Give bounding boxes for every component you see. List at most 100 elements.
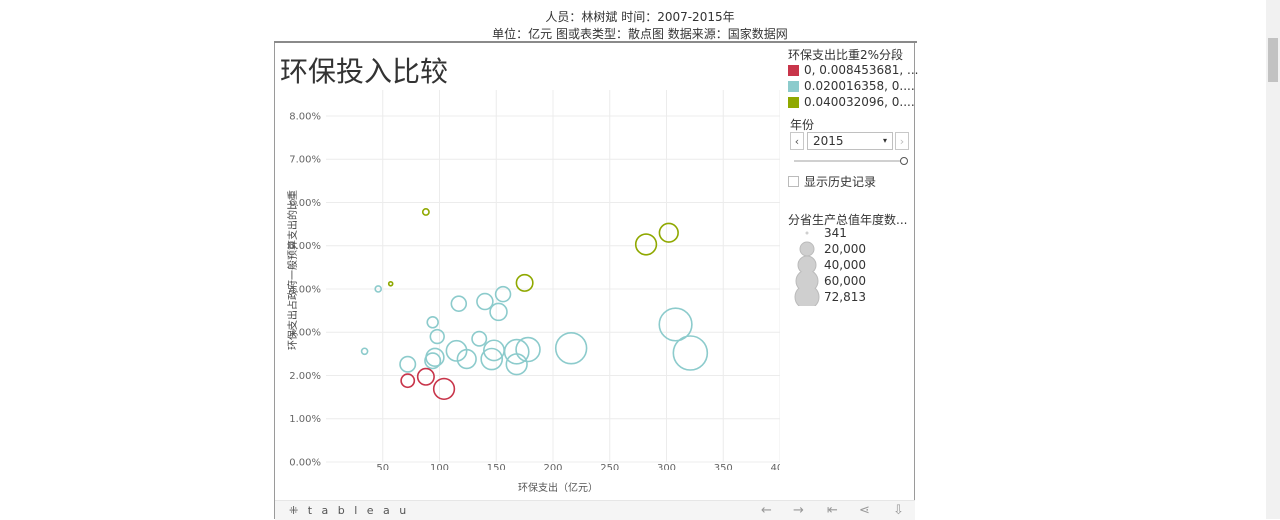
show-history-checkbox[interactable] (788, 176, 799, 187)
scatter-point[interactable] (445, 339, 468, 362)
scatter-point[interactable] (424, 352, 442, 370)
x-axis-label: 环保支出（亿元） (518, 483, 598, 494)
scatter-point[interactable] (416, 367, 435, 386)
scatter-point[interactable] (476, 292, 494, 311)
y-tick-label: 0.00% (289, 458, 321, 469)
x-tick-label: 300 (657, 463, 676, 470)
show-history-toggle[interactable]: 显示历史记录 (788, 173, 876, 190)
scatter-point[interactable] (494, 285, 512, 303)
chart-gridlines (326, 90, 780, 463)
report-meta-line-1: 人员：林树斌 时间：2007-2015年 (545, 10, 735, 24)
size-legend-item: 341 (790, 226, 847, 240)
year-slider[interactable] (794, 157, 908, 165)
size-legend-title: 分省生产总值年度数... (788, 213, 908, 227)
y-tick-label: 8.00% (289, 111, 321, 122)
scatter-point[interactable] (450, 295, 468, 312)
x-tick-label: 150 (487, 463, 506, 470)
scatter-chart[interactable]: 0.00% 1.00% 2.00% 3.00% 4.00% 5.00% 6.00% 7.00%… (280, 90, 780, 470)
size-legend-item: 60,000 (790, 272, 866, 290)
x-tick-label: 200 (543, 463, 562, 470)
y-tick-labels: 0.00% 1.00% 2.00% 3.00% 4.00% 5.00% 6.00% 7.00%… (289, 111, 321, 468)
x-tick-labels: 50 100 150 200 250 300 350 400 (376, 463, 780, 470)
page-scrollbar[interactable] (1266, 0, 1280, 519)
year-next-button[interactable]: › (895, 132, 909, 150)
size-legend-label: 60,000 (824, 274, 866, 288)
tableau-toolbar: ⁜ t a b l e a u ← → ⇤ ⋖ ⇩ (275, 500, 915, 520)
x-tick-label: 400 (770, 463, 780, 470)
share-icon[interactable]: ⋖ (859, 503, 870, 518)
legend-swatch-high (788, 96, 799, 108)
dashboard-top-border (274, 41, 917, 43)
scatter-point[interactable] (480, 347, 504, 371)
legend-label-high: 0.040032096, 0.... (804, 95, 915, 109)
report-meta-line-2: 单位：亿元 图或表类型：散点图 数据来源：国家数据网 (492, 27, 788, 41)
scatter-point[interactable] (387, 280, 394, 287)
scatter-point[interactable] (658, 307, 693, 342)
legend-item-low[interactable]: 0, 0.008453681, ... (788, 63, 919, 77)
scatter-point[interactable] (456, 348, 477, 370)
download-icon[interactable]: ⇩ (893, 503, 904, 518)
scatter-point[interactable] (634, 233, 658, 256)
x-tick-label: 350 (714, 463, 733, 470)
year-prev-button[interactable]: ‹ (790, 132, 804, 150)
color-legend-title: 环保支出比重2%分段 (788, 48, 904, 62)
y-tick-label: 4.00% (289, 284, 321, 295)
scatter-point[interactable] (400, 373, 416, 389)
scatter-point[interactable] (515, 336, 541, 363)
size-legend-circle (799, 241, 815, 257)
redo-icon[interactable]: → (793, 503, 804, 518)
size-legend-label: 40,000 (824, 258, 866, 272)
year-slider-handle[interactable] (900, 157, 908, 165)
legend-swatch-mid (788, 80, 799, 92)
dashboard-title: 环保投入比较 (280, 55, 449, 88)
year-select[interactable]: 2015 ▾ (807, 132, 893, 150)
scatter-point[interactable] (432, 377, 456, 401)
scrollbar-thumb[interactable] (1268, 38, 1278, 82)
y-tick-label: 2.00% (289, 371, 321, 382)
scatter-point[interactable] (515, 273, 534, 292)
undo-icon[interactable]: ← (761, 503, 772, 518)
year-select-value: 2015 (813, 134, 844, 148)
legend-item-mid[interactable]: 0.020016358, 0.... (788, 79, 915, 93)
scatter-point[interactable] (421, 208, 430, 216)
chevron-down-icon: ▾ (882, 136, 887, 145)
scatter-point[interactable] (360, 347, 369, 356)
scatter-point[interactable] (658, 222, 679, 243)
x-tick-label: 100 (430, 463, 449, 470)
legend-swatch-low (788, 64, 799, 76)
y-tick-label: 3.00% (289, 328, 321, 339)
size-legend-label: 72,813 (824, 290, 866, 304)
size-legend-circle (797, 256, 817, 274)
scatter-point[interactable] (426, 316, 439, 329)
y-tick-label: 1.00% (289, 414, 321, 425)
legend-label-mid: 0.020016358, 0.... (804, 79, 915, 93)
legend-label-low: 0, 0.008453681, ... (804, 63, 919, 77)
scatter-point[interactable] (503, 338, 530, 365)
scatter-point[interactable] (489, 302, 508, 322)
year-filter: ‹ 2015 ▾ › (790, 132, 910, 152)
scatter-point[interactable] (429, 328, 445, 345)
scatter-point[interactable] (471, 330, 488, 347)
revert-icon[interactable]: ⇤ (827, 503, 838, 518)
legend-item-high[interactable]: 0.040032096, 0.... (788, 95, 915, 109)
size-legend-item: 72,813 (790, 288, 866, 306)
scatter-point[interactable] (672, 335, 709, 371)
size-legend-label: 341 (824, 226, 847, 240)
size-legend-label: 20,000 (824, 242, 866, 256)
y-tick-label: 7.00% (289, 155, 321, 166)
scatter-point[interactable] (554, 332, 588, 365)
y-tick-label: 5.00% (289, 241, 321, 252)
y-tick-label: 6.00% (289, 198, 321, 209)
scatter-point[interactable] (374, 285, 383, 293)
x-tick-label: 250 (600, 463, 619, 470)
size-legend-item: 20,000 (790, 241, 866, 257)
scatter-point[interactable] (399, 355, 417, 373)
year-filter-title: 年份 (790, 118, 815, 132)
size-legend-circle (795, 272, 819, 290)
x-tick-label: 50 (376, 463, 389, 470)
data-points (360, 208, 709, 401)
scatter-point[interactable] (425, 347, 445, 368)
size-legend-item: 40,000 (790, 256, 866, 274)
year-slider-track (794, 160, 904, 162)
tableau-logo[interactable]: ⁜ t a b l e a u (289, 504, 410, 517)
